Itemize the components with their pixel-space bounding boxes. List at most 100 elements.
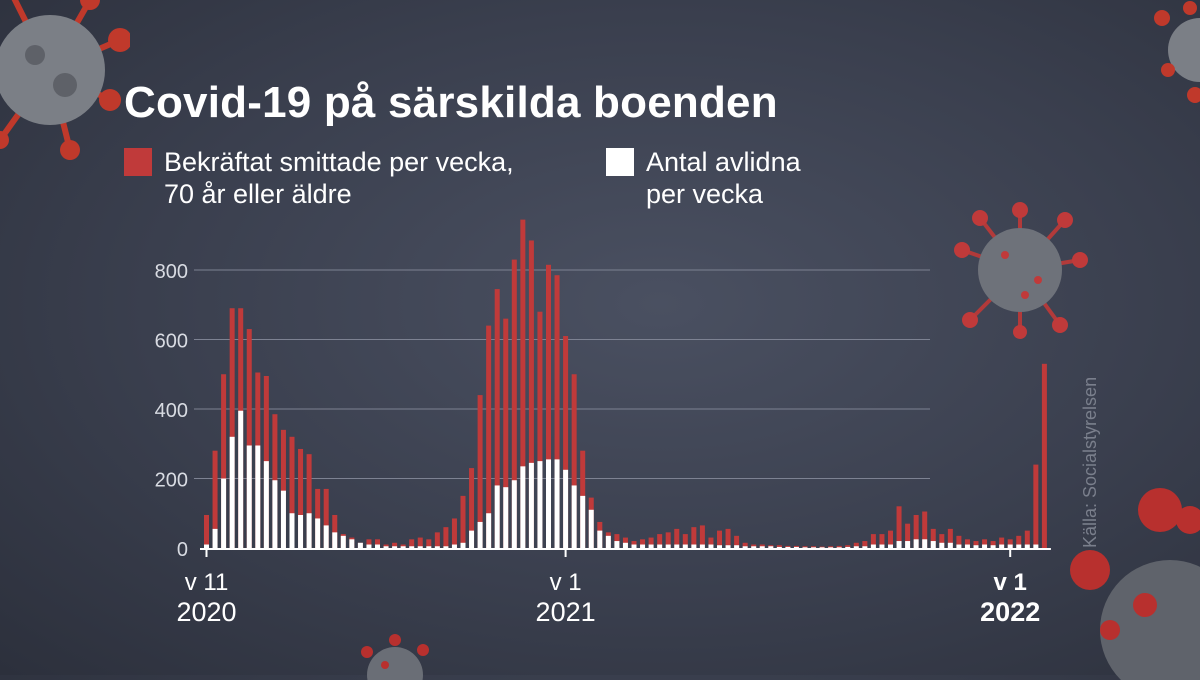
bar-infected-76	[853, 542, 859, 548]
bar-deaths-92	[990, 545, 996, 548]
bar-deaths-75	[845, 546, 851, 548]
bar-deaths-64	[751, 546, 757, 548]
bar-infected-58	[699, 525, 705, 548]
y-tick-label-200: 200	[155, 470, 188, 492]
bar-deaths-80	[888, 544, 893, 548]
bar-infected-32	[477, 395, 483, 548]
bar-infected-60	[717, 530, 722, 548]
bar-deaths-16	[340, 535, 346, 548]
bar-deaths-73	[828, 547, 834, 548]
chart-title: Covid-19 på särskilda boenden	[124, 78, 778, 127]
bar-deaths-21	[383, 546, 389, 548]
bar-infected-92	[990, 541, 996, 548]
bar-deaths-30	[460, 542, 466, 548]
bar-infected-34	[494, 289, 500, 548]
bar-infected-1	[212, 450, 218, 548]
bar-deaths-31	[469, 530, 475, 548]
x-tick-year-label-2020: 2020	[176, 597, 236, 627]
virus-illustration-top-right	[1154, 1, 1200, 103]
bar-infected-71	[811, 546, 817, 548]
bar-deaths-37	[520, 466, 526, 548]
bar-deaths-19	[366, 544, 372, 548]
bar-infected-61	[725, 528, 731, 548]
bar-infected-33	[486, 325, 492, 548]
x-tick-year-label-2022: 2022	[980, 597, 1040, 627]
bar-deaths-65	[759, 546, 765, 548]
bar-infected-41	[554, 275, 560, 548]
bar-infected-29	[451, 518, 457, 548]
bar-infected-96	[1024, 530, 1030, 548]
bar-deaths-56	[682, 544, 688, 548]
legend-label-deaths: Antal avlidna per vecka	[646, 147, 801, 209]
bar-deaths-90	[973, 545, 979, 548]
y-tick-label-0: 0	[177, 539, 188, 561]
bar-deaths-42	[563, 469, 569, 548]
bar-infected-55	[674, 528, 680, 548]
bar-infected-88	[956, 535, 962, 548]
bar-infected-40	[546, 264, 551, 548]
bar-deaths-20	[375, 544, 380, 548]
bar-deaths-0	[204, 544, 209, 548]
bar-infected-79	[879, 534, 885, 548]
bar-deaths-43	[571, 485, 577, 548]
bar-infected-38	[528, 240, 534, 548]
bar-deaths-36	[511, 480, 517, 548]
bar-deaths-59	[708, 544, 714, 548]
virus-illustration-right	[954, 202, 1088, 339]
bar-deaths-48	[614, 541, 620, 548]
bar-deaths-44	[580, 495, 586, 548]
bar-infected-11	[298, 448, 304, 548]
bar-deaths-10	[289, 513, 295, 548]
bar-infected-42	[563, 336, 569, 548]
bar-infected-0	[204, 514, 209, 548]
bar-deaths-58	[699, 544, 705, 548]
bar-infected-51	[640, 539, 646, 548]
bar-infected-89	[964, 539, 970, 548]
bar-deaths-18	[357, 542, 363, 548]
legend-item-infected: Bekräftat smittade per vecka, 70 år elle…	[124, 146, 524, 210]
bar-deaths-1	[212, 528, 218, 548]
bar-infected-82	[905, 523, 911, 548]
bar-deaths-91	[982, 544, 988, 548]
x-tick-week-label-2020: v 11	[185, 569, 229, 596]
bar-infected-74	[836, 545, 842, 548]
bar-infected-77	[862, 541, 868, 548]
bar-deaths-63	[742, 546, 748, 548]
legend-item-deaths: Antal avlidna per vecka	[606, 146, 846, 210]
bar-deaths-26	[426, 546, 432, 548]
bar-infected-15	[332, 514, 338, 548]
bar-deaths-24	[409, 546, 415, 548]
bar-deaths-13	[315, 518, 321, 548]
x-tick-year-label-2021: 2021	[536, 597, 596, 627]
bar-deaths-86	[939, 542, 945, 548]
bar-infected-3	[229, 308, 235, 548]
bar-deaths-2	[221, 478, 227, 548]
bar-infected-81	[896, 506, 902, 548]
bar-deaths-50	[631, 544, 637, 548]
bar-deaths-70	[802, 547, 808, 548]
bar-deaths-93	[999, 544, 1005, 548]
bar-infected-57	[691, 527, 697, 548]
bar-deaths-96	[1024, 544, 1030, 548]
bar-infected-35	[503, 318, 509, 548]
bar-deaths-23	[400, 546, 406, 548]
bar-infected-25	[417, 537, 423, 548]
bar-deaths-68	[785, 546, 791, 548]
bar-deaths-77	[862, 546, 868, 548]
bar-deaths-11	[298, 514, 304, 548]
bar-deaths-33	[486, 513, 492, 548]
y-tick-label-600: 600	[155, 331, 188, 353]
bar-infected-12	[306, 454, 312, 548]
bar-infected-19	[366, 539, 372, 548]
bar-deaths-51	[640, 544, 646, 548]
bar-infected-86	[939, 534, 945, 548]
bar-deaths-53	[657, 544, 663, 548]
virus-illustration-bottom-right	[1070, 488, 1200, 680]
bar-deaths-35	[503, 487, 509, 548]
bar-deaths-89	[964, 544, 970, 548]
bar-infected-39	[537, 311, 543, 548]
bar-infected-9	[280, 429, 286, 548]
bar-deaths-12	[306, 513, 312, 548]
bar-deaths-61	[725, 545, 731, 548]
